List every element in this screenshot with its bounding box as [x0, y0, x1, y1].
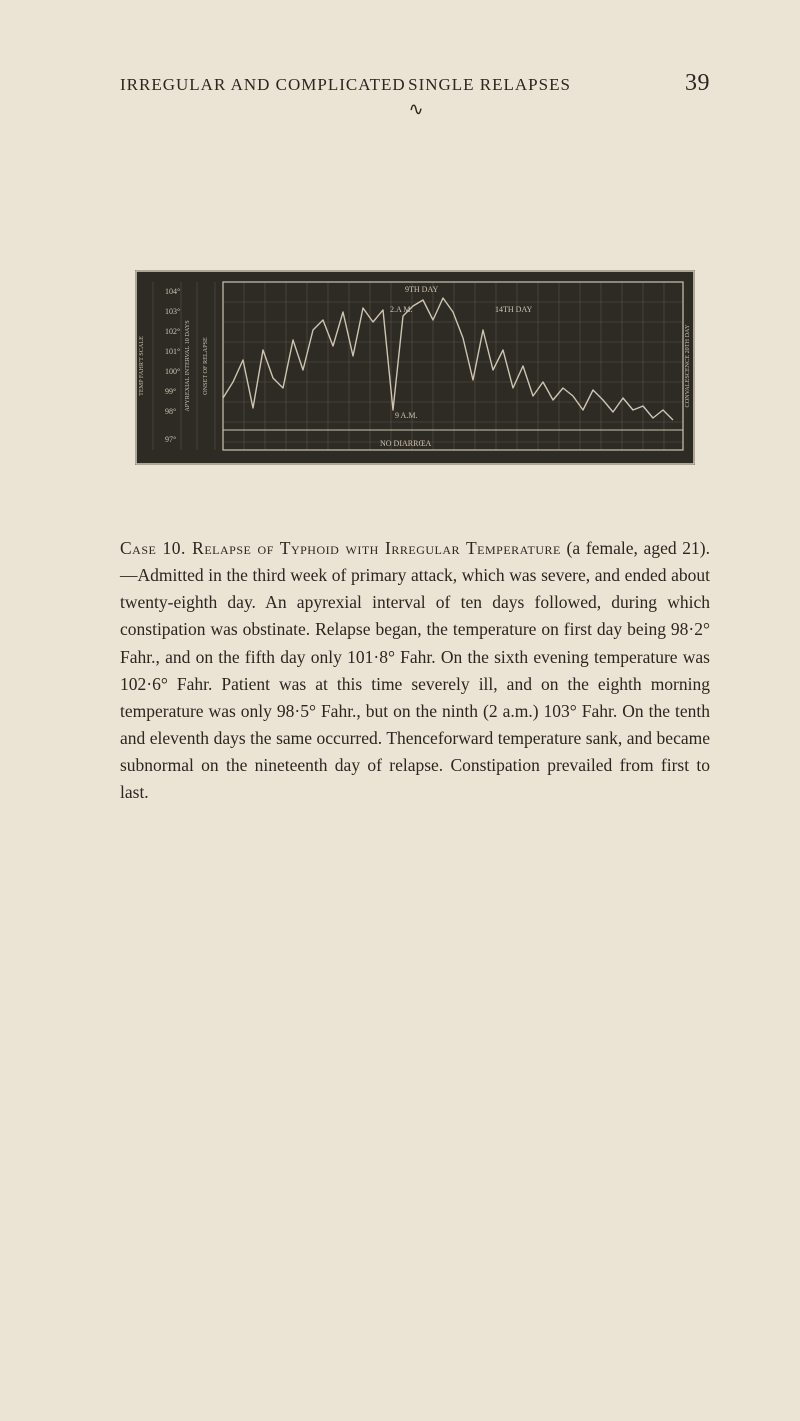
svg-text:TEMP FAHR'T SCALE: TEMP FAHR'T SCALE	[138, 336, 145, 396]
svg-text:97°: 97°	[165, 435, 176, 444]
page-number: 39	[685, 70, 710, 97]
case-body: Case 10. Relapse of Typhoid with Irregul…	[120, 535, 710, 806]
running-head: IRREGULAR AND COMPLICATED SINGLE RELAPSE…	[120, 75, 571, 95]
svg-text:9TH DAY: 9TH DAY	[405, 285, 438, 294]
head-part1: IRREGULAR AND COMPLICATED	[120, 75, 406, 94]
svg-text:APYREXIAL INTERVAL 10 DAYS: APYREXIAL INTERVAL 10 DAYS	[184, 320, 191, 412]
header-ornament: ∿	[120, 99, 710, 120]
svg-text:14TH DAY: 14TH DAY	[495, 305, 532, 314]
svg-text:9 A.M.: 9 A.M.	[395, 411, 417, 420]
head-part2: SINGLE RELAPSES	[408, 75, 571, 94]
svg-text:102°: 102°	[165, 327, 180, 336]
svg-text:ONSET OF RELAPSE: ONSET OF RELAPSE	[202, 337, 209, 395]
svg-text:98°: 98°	[165, 407, 176, 416]
chart-svg: 104° 103° 102° 101° 100° 99° 98° 97° TEMP FAHR'T…	[135, 270, 695, 465]
svg-text:CONVALESCENCE 20TH DAY: CONVALESCENCE 20TH DAY	[684, 324, 691, 407]
svg-text:NO DIARRŒA: NO DIARRŒA	[380, 439, 432, 448]
case-paragraph: (a female, aged 21).—Admitted in the thi…	[120, 538, 710, 802]
temperature-chart: 104° 103° 102° 101° 100° 99° 98° 97° TEMP FAHR'T…	[135, 270, 695, 465]
svg-text:103°: 103°	[165, 307, 180, 316]
svg-text:101°: 101°	[165, 347, 180, 356]
svg-text:99°: 99°	[165, 387, 176, 396]
case-lead: Case 10. Relapse of Typhoid with Irregul…	[120, 538, 561, 558]
svg-text:100°: 100°	[165, 367, 180, 376]
svg-text:104°: 104°	[165, 287, 180, 296]
